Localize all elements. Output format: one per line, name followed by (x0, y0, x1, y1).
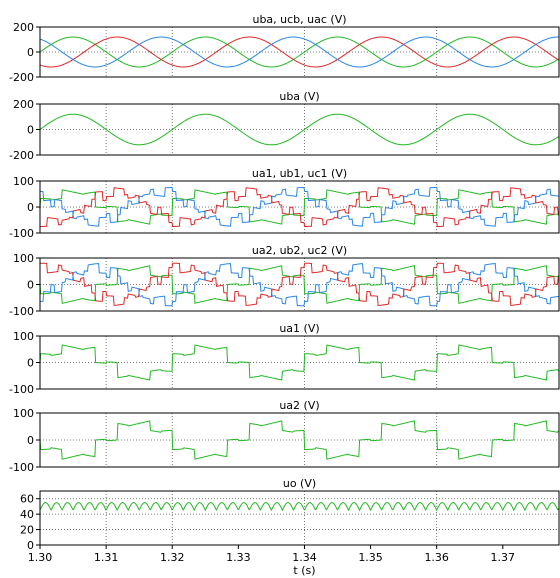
series-line-ua2 (39, 420, 560, 460)
panel-title: ua2 (V) (279, 399, 319, 412)
series-line-ua1 (39, 189, 560, 225)
plot-frame (39, 490, 560, 546)
y-tick-label: -100 (9, 383, 34, 396)
series-line-ub1 (40, 187, 560, 227)
chart-panel-7: uo (V) 60 40 20 0 (20, 477, 560, 552)
series-line-uba (39, 113, 560, 146)
y-tick-label: -200 (9, 71, 34, 84)
chart-panel-1: uba, ucb, uac (V) 200 0 -200 (9, 13, 560, 84)
y-tick-label: 100 (13, 175, 34, 188)
series-line-uac (39, 36, 559, 68)
x-axis-label: t (s) (293, 564, 315, 577)
series-line-ua2 (39, 265, 560, 304)
x-tick-label: 1.31 (94, 551, 119, 564)
x-tick-label: 1.33 (226, 551, 251, 564)
y-tick-label: 0 (27, 46, 34, 59)
chart-panel-3: ua1, ub1, uc1 (V) 100 0 -100 (9, 167, 560, 240)
y-tick-label: -100 (9, 461, 34, 474)
chart-panel-4: ua2, ub2, uc2 (V) 100 0 -100 (9, 244, 560, 318)
panel-title: uo (V) (283, 477, 316, 490)
x-tick-label: 1.36 (424, 551, 449, 564)
panel-title: ua1, ub1, uc1 (V) (252, 167, 347, 180)
panel-title: uba (V) (279, 90, 319, 103)
y-tick-label: -100 (9, 227, 34, 240)
y-tick-label: 0 (27, 124, 34, 137)
x-axis: 1.30 1.31 1.32 1.33 1.34 1.35 1.36 1.37 t (s) (28, 545, 515, 577)
panel-title: ua2, ub2, uc2 (V) (252, 244, 347, 257)
chart-panel-6: ua2 (V) 100 0 -100 (9, 399, 560, 474)
x-tick-label: 1.30 (28, 551, 53, 564)
y-tick-label: 200 (13, 21, 34, 34)
y-tick-label: -100 (9, 305, 34, 318)
y-tick-label: 0 (27, 357, 34, 370)
y-tick-label: 100 (13, 407, 34, 420)
y-tick-label: 0 (27, 201, 34, 214)
y-tick-label: 100 (13, 252, 34, 265)
series-line-ucb (39, 36, 560, 68)
panel-title: uba, ucb, uac (V) (252, 13, 346, 26)
x-tick-label: 1.32 (160, 551, 185, 564)
x-tick-label: 1.37 (491, 551, 516, 564)
y-tick-label: 60 (20, 493, 34, 506)
y-tick-label: 0 (27, 279, 34, 292)
y-tick-label: 20 (20, 524, 34, 537)
y-tick-label: 200 (13, 98, 34, 111)
series-line-uba (39, 36, 560, 68)
x-tick-label: 1.35 (358, 551, 383, 564)
chart-panel-5: ua1 (V) 100 0 -100 (9, 322, 560, 396)
y-tick-label: -200 (9, 149, 34, 162)
y-tick-label: 0 (27, 539, 34, 552)
series-line-uc1 (40, 187, 560, 227)
y-tick-label: 0 (27, 434, 34, 447)
y-tick-label: 100 (13, 330, 34, 343)
chart-panel-2: uba (V) 200 0 -200 (9, 90, 560, 162)
series-line-uc2 (40, 262, 560, 307)
series-line-ua1 (39, 344, 560, 381)
series-line-uo (39, 502, 560, 512)
y-tick-label: 40 (20, 508, 34, 521)
series-line-ub2 (40, 262, 560, 307)
panel-title: ua1 (V) (279, 322, 319, 335)
x-tick-label: 1.34 (292, 551, 317, 564)
